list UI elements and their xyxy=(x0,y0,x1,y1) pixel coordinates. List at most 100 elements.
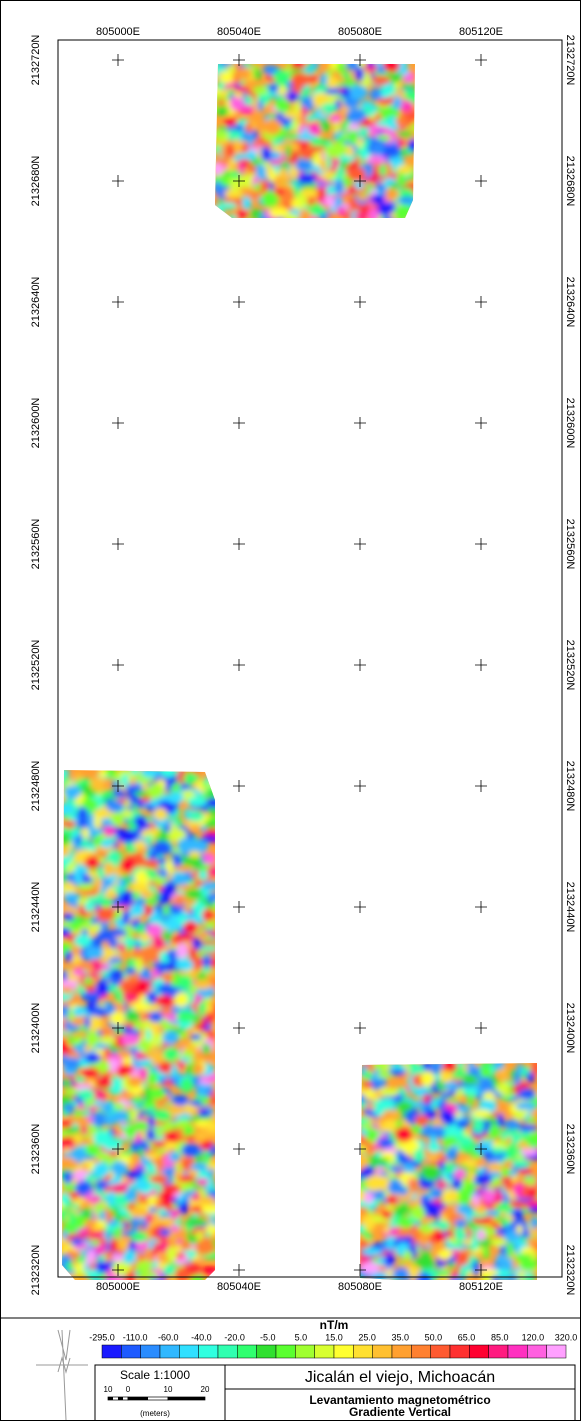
anomaly xyxy=(74,1076,85,1082)
anomaly xyxy=(170,1224,179,1231)
anomaly xyxy=(123,1250,137,1264)
anomaly xyxy=(96,981,110,996)
anomaly xyxy=(198,1196,216,1205)
anomaly xyxy=(196,1230,203,1241)
anomaly xyxy=(455,1168,467,1178)
anomaly xyxy=(146,1129,155,1141)
anomaly xyxy=(148,992,156,1004)
anomaly xyxy=(111,1111,128,1123)
anomaly xyxy=(78,1103,85,1110)
anomaly xyxy=(368,209,379,223)
legend-label: 120.0 xyxy=(522,1332,545,1342)
anomaly xyxy=(133,1096,143,1104)
anomaly xyxy=(77,883,94,890)
anomaly xyxy=(85,856,100,869)
anomaly xyxy=(250,209,262,219)
anomaly xyxy=(106,801,124,813)
anomaly xyxy=(122,910,129,925)
anomaly xyxy=(364,1089,374,1099)
anomaly xyxy=(126,959,134,966)
y-label: 2132600N xyxy=(30,398,42,449)
anomaly xyxy=(203,1151,211,1165)
anomaly xyxy=(341,122,348,131)
legend-label: -60.0 xyxy=(158,1332,179,1342)
grid-cross xyxy=(233,780,245,792)
anomaly xyxy=(192,937,200,949)
anomaly xyxy=(81,799,99,810)
anomaly xyxy=(163,1265,176,1276)
anomaly xyxy=(62,1078,71,1088)
scale-unit: (meters) xyxy=(140,1409,170,1418)
anomaly xyxy=(153,893,160,900)
grid-cross xyxy=(354,296,366,308)
anomaly xyxy=(87,870,98,877)
anomaly xyxy=(281,168,287,182)
legend-swatch xyxy=(489,1345,508,1358)
grid-cross xyxy=(475,538,487,550)
anomaly xyxy=(82,1126,89,1135)
anomaly xyxy=(467,1093,473,1107)
legend-label: 5.0 xyxy=(295,1332,308,1342)
x-label: 805080E xyxy=(338,1281,382,1293)
anomaly xyxy=(213,130,227,140)
anomaly xyxy=(477,1229,485,1240)
anomaly xyxy=(506,1242,514,1258)
anomaly xyxy=(176,1010,195,1022)
anomaly xyxy=(496,1228,508,1235)
grid-cross xyxy=(233,296,245,308)
anomaly xyxy=(149,1115,155,1128)
anomaly xyxy=(68,1009,75,1021)
anomaly xyxy=(110,975,121,986)
anomaly xyxy=(146,923,163,937)
anomaly xyxy=(397,1228,411,1237)
anomaly xyxy=(515,1102,535,1110)
anomaly xyxy=(427,1142,441,1153)
anomaly xyxy=(145,1213,153,1223)
anomaly xyxy=(87,1249,96,1262)
anomaly xyxy=(482,1189,495,1203)
anomaly xyxy=(132,1002,151,1011)
anomaly xyxy=(436,1270,451,1277)
anomaly xyxy=(522,1183,528,1197)
anomaly xyxy=(146,834,152,844)
anomaly xyxy=(456,1088,462,1099)
anomaly xyxy=(369,157,383,163)
anomaly xyxy=(408,139,422,152)
anomaly xyxy=(354,1155,369,1167)
anomaly xyxy=(513,1111,526,1121)
legend-swatch xyxy=(295,1345,314,1358)
anomaly xyxy=(263,119,282,135)
x-label: 805120E xyxy=(459,26,503,38)
legend-swatch xyxy=(469,1345,488,1358)
anomaly xyxy=(74,1198,85,1206)
anomaly xyxy=(393,96,402,110)
anomaly xyxy=(178,934,193,941)
anomaly xyxy=(64,785,81,799)
anomaly xyxy=(201,1266,218,1275)
anomaly xyxy=(238,162,244,174)
anomaly xyxy=(118,1208,127,1216)
anomaly xyxy=(207,893,221,901)
anomaly xyxy=(147,784,163,800)
anomaly xyxy=(202,1043,211,1054)
anomaly xyxy=(363,1248,381,1255)
anomaly xyxy=(98,867,105,879)
grid-cross xyxy=(233,1264,245,1276)
anomaly xyxy=(102,1101,113,1113)
anomaly xyxy=(100,1210,106,1221)
x-label: 805000E xyxy=(96,1281,140,1293)
anomaly xyxy=(90,777,105,791)
anomaly xyxy=(479,1077,493,1092)
anomaly xyxy=(71,1237,83,1245)
anomaly xyxy=(111,813,125,826)
anomaly xyxy=(141,766,159,778)
anomaly xyxy=(506,1143,518,1159)
anomaly xyxy=(237,67,251,80)
anomaly xyxy=(379,135,391,141)
anomaly xyxy=(415,1115,430,1125)
anomaly xyxy=(120,891,134,899)
legend-swatch xyxy=(334,1345,353,1358)
anomaly xyxy=(84,902,95,912)
legend: -295.0-110.0-60.0-40.0-20.0-5.05.015.025… xyxy=(89,1332,577,1358)
anomaly xyxy=(440,1109,453,1123)
